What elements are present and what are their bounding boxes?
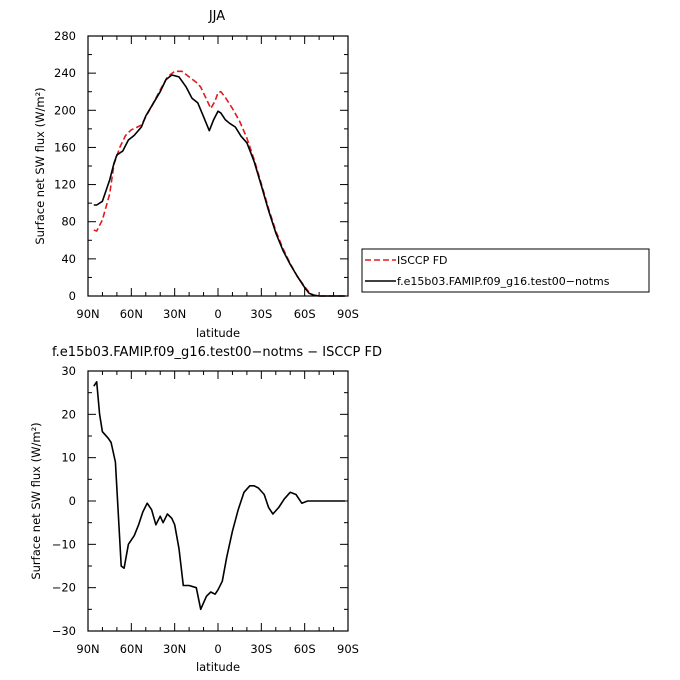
flux-series-line-0 xyxy=(93,70,346,297)
diff-series-line-0 xyxy=(93,381,346,611)
flux-panel: JJA 90N 60N 30N 0 30S 60S 90S 0 40 80 120 160 200 240… xyxy=(33,9,359,340)
flux-ytick-label: 160 xyxy=(54,140,76,154)
flux-xtick-label: 30N xyxy=(163,307,186,321)
difference-panel-axes: 90N 60N 30N 0 30S 60S 90S −30 −20 −10 0 10 20 30 xyxy=(52,364,359,656)
flux-panel-frame xyxy=(87,35,349,297)
diff-ytick-label: 20 xyxy=(61,407,76,421)
difference-panel-title: f.e15b03.FAMIP.f09_g16.test00−notms − IS… xyxy=(52,345,382,360)
diff-xtick-label: 30N xyxy=(163,642,186,656)
flux-xtick-label: 60S xyxy=(294,307,316,321)
legend-box xyxy=(361,248,650,293)
diff-ytick-label: 30 xyxy=(61,364,76,378)
flux-ytick-label: 280 xyxy=(54,29,76,43)
flux-xtick-label: 0 xyxy=(214,307,221,321)
diff-ytick-label: 10 xyxy=(61,451,76,465)
flux-panel-ylabel: Surface net SW flux (W/m²) xyxy=(33,87,47,244)
flux-series-line-1 xyxy=(93,74,346,297)
difference-panel-ylabel: Surface net SW flux (W/m²) xyxy=(29,422,43,579)
diff-xtick-label: 30S xyxy=(250,642,272,656)
diff-ytick-label: −30 xyxy=(52,624,76,638)
flux-xtick-label: 30S xyxy=(250,307,272,321)
flux-panel-title: JJA xyxy=(208,9,225,24)
diff-ytick-label: −10 xyxy=(52,537,76,551)
difference-panel-data xyxy=(93,381,346,611)
flux-ytick-label: 200 xyxy=(54,103,76,117)
flux-ytick-label: 80 xyxy=(61,215,76,229)
flux-ytick-label: 120 xyxy=(54,178,76,192)
flux-xtick-label: 90N xyxy=(76,307,99,321)
difference-panel-xlabel: latitude xyxy=(196,660,240,674)
flux-panel-xlabel: latitude xyxy=(196,326,240,340)
diff-ytick-label: 0 xyxy=(69,494,76,508)
diff-xtick-label: 60N xyxy=(120,642,143,656)
flux-panel-axes: 90N 60N 30N 0 30S 60S 90S 0 40 80 120 160 200 240 280 xyxy=(54,29,359,321)
diff-xtick-label: 0 xyxy=(214,642,221,656)
legend-label-isccp: ISCCP FD xyxy=(397,254,448,267)
legend: ISCCP FD f.e15b03.FAMIP.f09_g16.test00−n… xyxy=(361,248,650,293)
diff-xtick-label: 60S xyxy=(294,642,316,656)
diff-xtick-label: 90N xyxy=(76,642,99,656)
flux-ytick-label: 40 xyxy=(61,252,76,266)
difference-panel: f.e15b03.FAMIP.f09_g16.test00−notms − IS… xyxy=(29,345,382,674)
flux-xtick-label: 90S xyxy=(337,307,359,321)
diff-ytick-label: −20 xyxy=(52,581,76,595)
flux-panel-data xyxy=(93,70,346,297)
legend-label-model: f.e15b03.FAMIP.f09_g16.test00−notms xyxy=(397,275,610,288)
flux-ytick-label: 240 xyxy=(54,66,76,80)
flux-xtick-label: 60N xyxy=(120,307,143,321)
flux-ytick-label: 0 xyxy=(69,289,76,303)
diff-xtick-label: 90S xyxy=(337,642,359,656)
